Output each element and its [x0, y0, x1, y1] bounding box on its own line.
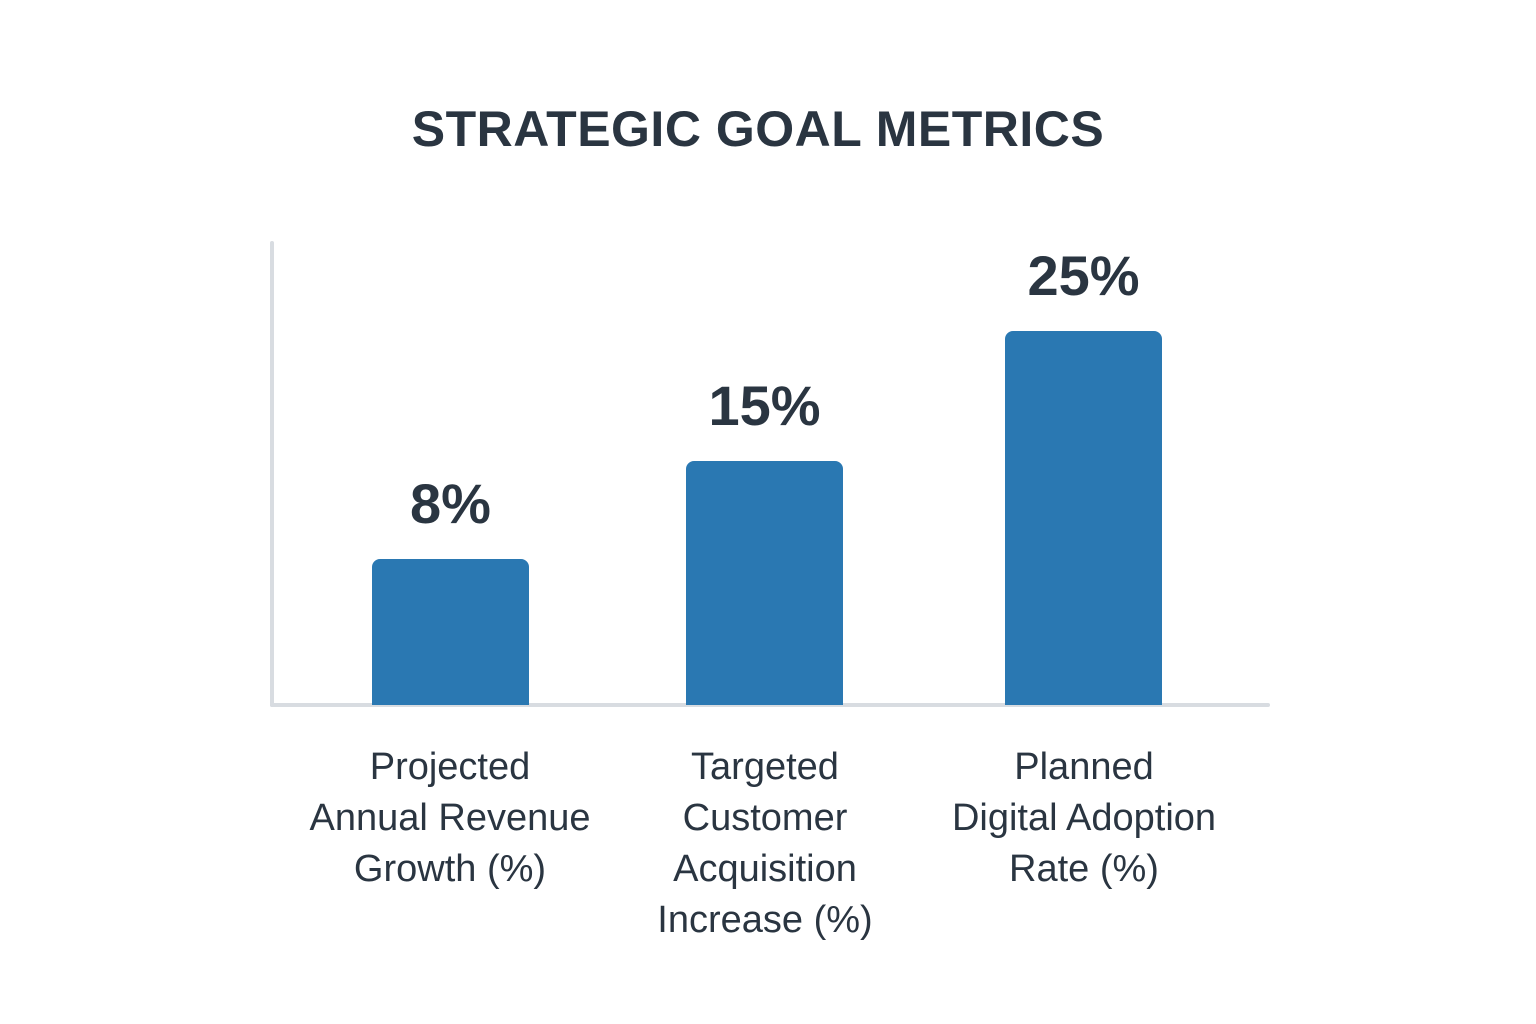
category-label-targeted-customer-acquisition-increase: Targeted Customer Acquisition Increase (…	[555, 742, 975, 946]
category-label-line: Projected	[369, 746, 531, 788]
value-label-planned-digital-adoption-rate: 25%	[1027, 244, 1140, 307]
category-label-line: Rate (%)	[1009, 848, 1159, 890]
category-label-line: Planned	[1014, 746, 1154, 788]
bar-targeted-customer-acquisition-increase	[686, 461, 843, 705]
chart-title: STRATEGIC GOAL METRICS	[411, 101, 1105, 157]
y-axis-line	[270, 241, 274, 707]
category-label-line: Digital Adoption	[951, 797, 1217, 839]
category-label-line: Acquisition	[673, 848, 857, 890]
category-label-planned-digital-adoption-rate: Planned Digital Adoption Rate (%)	[874, 742, 1294, 895]
value-label-projected-annual-revenue-growth: 8%	[410, 472, 491, 535]
bar-projected-annual-revenue-growth	[372, 559, 529, 705]
category-label-line: Annual Revenue	[309, 797, 591, 839]
category-label-projected-annual-revenue-growth: Projected Annual Revenue Growth (%)	[240, 742, 660, 895]
value-label-targeted-customer-acquisition-increase: 15%	[708, 374, 821, 437]
category-label-line: Increase (%)	[657, 899, 873, 941]
category-label-line: Customer	[682, 797, 848, 839]
category-label-line: Targeted	[691, 746, 839, 788]
bar-planned-digital-adoption-rate	[1005, 331, 1162, 705]
category-label-line: Growth (%)	[353, 848, 547, 890]
x-axis-line	[270, 703, 1270, 707]
